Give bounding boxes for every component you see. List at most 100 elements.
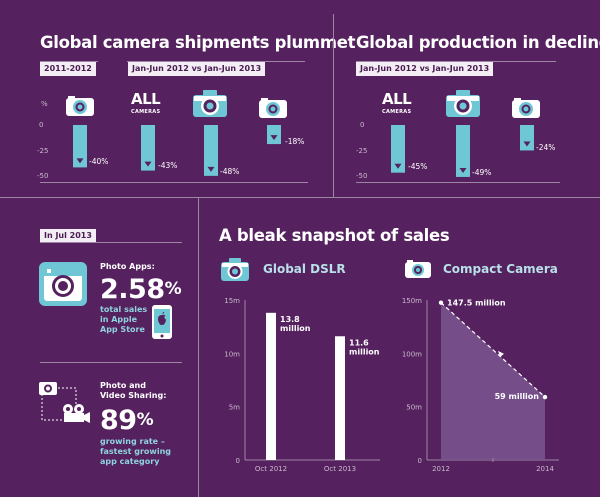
sharing-title-1: Photo and (100, 381, 146, 390)
sharing-rule (40, 362, 182, 363)
sharing-desc-1: growing rate – (100, 437, 165, 446)
dslr-bar-value-label: 13.8 (280, 315, 300, 324)
axis-0-right: 0 (360, 121, 365, 129)
photo-apps-value: 2.58% (100, 274, 182, 305)
axis-0-left: 0 (39, 121, 44, 129)
dslr-chart-title: Global DSLR (263, 262, 346, 276)
bar-dslr-shipments (204, 125, 218, 176)
compact-point (542, 394, 548, 400)
dslr-ytick-label: 0 (236, 457, 240, 465)
sharing-unit: % (136, 410, 154, 430)
sharing-value: 89% (100, 405, 154, 436)
bar-all-cameras-shipments-arrow-icon (144, 161, 152, 167)
compact-point-label: 147.5 million (447, 299, 506, 308)
mid-rule-left (0, 197, 333, 198)
compact-area-chart: 0 50m 100m 150m 147.5 million 59 million 2012 2… (402, 297, 559, 473)
dslr-ytick-label: 5m (229, 404, 240, 412)
photo-app-icon (39, 262, 87, 306)
compact-trend-arrow-icon (498, 350, 504, 357)
bar-compact-shipments (267, 125, 281, 145)
compact-camera-icon (259, 98, 287, 118)
tag-2011-2012: 2011-2012 (40, 62, 96, 76)
pct-all-left: -43% (158, 161, 178, 170)
dslr-ytick-label: 10m (224, 350, 240, 358)
dslr-camera-icon (446, 90, 480, 117)
dslr-ytick-label: 15m (224, 297, 240, 305)
compact-xtick-label: 2014 (536, 465, 554, 473)
jul-rule (40, 242, 182, 243)
photo-apps-number: 2.58 (100, 274, 165, 305)
dslr-xtick-label: Oct 2012 (255, 465, 287, 473)
sales-header: A bleak snapshot of sales (219, 226, 450, 245)
bar-compact-production (520, 125, 534, 151)
compact-ytick-label: 50m (406, 404, 422, 412)
pct-compact-right: -24% (536, 143, 556, 152)
cameras-label-right: CAMERAS (382, 109, 412, 115)
bar-compact-shipments-arrow-icon (270, 135, 278, 141)
sharing-number: 89 (100, 405, 137, 436)
bar-compact-production-arrow-icon (523, 141, 531, 147)
photo-video-sharing-icon (39, 382, 90, 423)
bar-compact-2011-2012 (73, 125, 87, 168)
photo-apps-desc-1: total sales (100, 305, 148, 314)
photo-apps-desc-3: App Store (100, 325, 145, 334)
top-bar-charts (73, 125, 534, 177)
compact-ytick-label: 150m (402, 297, 422, 305)
bar-all-cameras-production-arrow-icon (394, 163, 402, 169)
left-header-rule-b (127, 61, 305, 62)
axis-50-right: -50 (356, 172, 368, 180)
cameras-label-left: CAMERAS (131, 109, 161, 115)
divider-vertical-bottom (198, 197, 199, 497)
all-label-right: ALL (382, 90, 412, 108)
dslr-bar (335, 336, 345, 460)
left-header: Global camera shipments plummet (40, 33, 356, 52)
pct-compact-2011: -40% (89, 157, 109, 166)
tag-jan-right: Jan-Jun 2012 vs Jan-Jun 2013 (356, 62, 494, 76)
dslr-bar-unit-label: million (349, 347, 380, 356)
compact-camera-icon (66, 96, 94, 116)
left-header-rule-a (40, 61, 98, 62)
right-header: Global production in decline (356, 33, 600, 52)
left-panel-bottom-rule (40, 182, 308, 183)
compact-ytick-label: 0 (418, 457, 422, 465)
bar-compact-2011-2012-arrow-icon (76, 158, 84, 164)
dslr-xtick-label: Oct 2013 (324, 465, 356, 473)
sharing-desc-3: app category (100, 457, 160, 466)
photo-apps-desc-2: in Apple (100, 315, 138, 324)
axis-25-right: -25 (356, 147, 368, 155)
bar-all-cameras-production (391, 125, 405, 173)
axis-25-left: -25 (37, 147, 49, 155)
dslr-bar-unit-label: million (280, 324, 311, 333)
compact-xtick-label: 2012 (432, 465, 450, 473)
photo-apps-title: Photo Apps: (100, 262, 155, 271)
pct-compact-left: -18% (285, 137, 305, 146)
mid-rule-right (333, 197, 600, 198)
axis-50-left: -50 (37, 172, 49, 180)
compact-point-label: 59 million (495, 392, 540, 401)
compact-ytick-label: 100m (402, 350, 422, 358)
bar-dslr-production (456, 125, 470, 177)
dslr-camera-icon (193, 90, 227, 117)
iphone-apple-icon (152, 305, 172, 339)
photo-apps-unit: % (164, 279, 182, 299)
sharing-desc-2: fastest growing (100, 447, 171, 456)
tag-jan-left: Jan-Jun 2012 vs Jan-Jun 2013 (128, 62, 266, 76)
compact-camera-icon (405, 260, 431, 278)
dslr-camera-icon (221, 258, 249, 281)
compact-camera-icon (512, 98, 540, 118)
compact-point (438, 300, 444, 305)
all-label-left: ALL (131, 90, 161, 108)
divider-vertical-top (333, 14, 334, 197)
bar-dslr-production-arrow-icon (459, 167, 467, 173)
bar-all-cameras-shipments (141, 125, 155, 171)
pct-dslr-right: -49% (472, 168, 492, 177)
compact-area (441, 302, 545, 460)
dslr-bar (266, 312, 276, 460)
right-header-rule (356, 61, 556, 62)
sharing-title-2: Video Sharing: (100, 391, 167, 400)
compact-chart-title: Compact Camera (443, 262, 558, 276)
dslr-bar-value-label: 11.6 (349, 338, 369, 347)
right-panel-bottom-rule (356, 182, 560, 183)
tag-jul-2013: In Jul 2013 (40, 229, 96, 243)
